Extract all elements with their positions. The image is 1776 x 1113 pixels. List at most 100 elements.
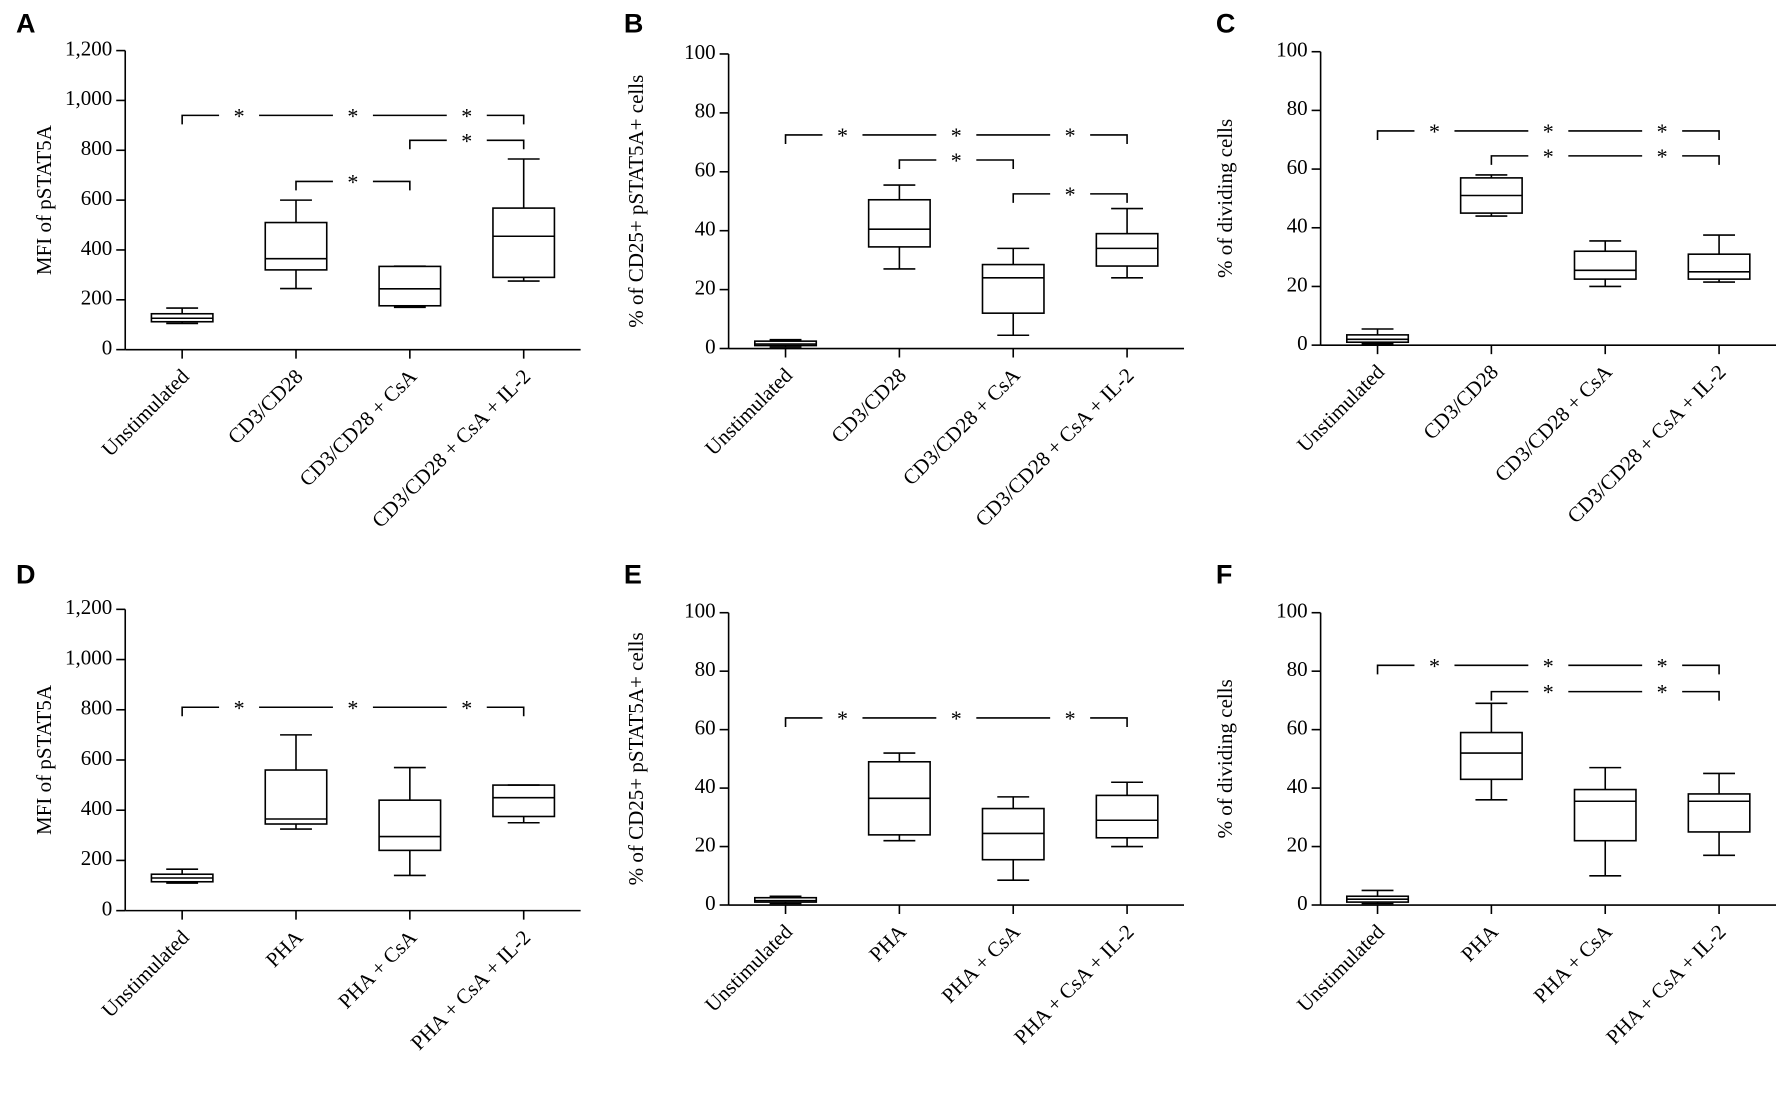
y-tick-label: 60 [695, 715, 716, 739]
box [1687, 793, 1751, 833]
y-tick-label: 0 [705, 891, 716, 915]
significance-star: * [951, 123, 962, 148]
box [1573, 788, 1637, 842]
x-tick-label: PHA + CsA [333, 925, 422, 1014]
significance-star: * [1543, 144, 1554, 169]
significance-star: * [461, 128, 472, 153]
x-tick-label: CD3/CD28 + CsA [295, 364, 422, 491]
box [1095, 794, 1159, 839]
x-tick-label: PHA + CsA [1529, 919, 1618, 1008]
y-tick-label: 20 [695, 832, 716, 856]
y-axis-label: MFI of pSTAT5A [32, 684, 56, 835]
y-tick-label: 20 [1287, 272, 1308, 296]
significance-star: * [837, 706, 848, 731]
y-axis-label: % of dividing cells [1213, 679, 1237, 838]
x-tick-label: Unstimulated [700, 919, 797, 1016]
panel-label: E [624, 559, 642, 589]
y-tick-label: 100 [684, 599, 716, 623]
y-tick-label: 800 [81, 696, 113, 720]
significance-bracket [181, 706, 525, 717]
significance-star: * [461, 695, 472, 720]
x-tick-label: CD3/CD28 [826, 363, 911, 448]
x-tick-label: PHA [864, 919, 911, 966]
y-tick-label: 1,000 [65, 645, 112, 669]
significance-bracket [1490, 690, 1720, 701]
y-axis-label: MFI of pSTAT5A [32, 124, 56, 275]
y-tick-label: 60 [1287, 155, 1308, 179]
panel: C % of dividing cells 0 20 40 60 80 100 Unstimul… [1213, 8, 1776, 528]
x-tick-label: CD3/CD28 [223, 364, 308, 449]
y-tick-label: 80 [1287, 657, 1308, 681]
y-tick-label: 0 [102, 896, 113, 920]
panel-label: D [16, 559, 36, 589]
x-tick-label: CD3/CD28 [1418, 360, 1503, 445]
panel-label: B [624, 8, 644, 38]
panel-label: F [1216, 559, 1233, 589]
significance-bracket [181, 114, 525, 125]
x-tick-label: Unstimulated [700, 363, 797, 460]
y-tick-label: 400 [81, 796, 113, 820]
box [1095, 232, 1159, 267]
y-tick-label: 40 [695, 774, 716, 798]
significance-bracket [1376, 664, 1720, 675]
x-tick-label: PHA + CsA + IL-2 [1009, 920, 1138, 1049]
y-tick-label: 60 [695, 158, 716, 182]
significance-star: * [951, 148, 962, 173]
panel-label: A [16, 8, 36, 38]
significance-star: * [234, 695, 245, 720]
y-tick-label: 1,200 [65, 36, 112, 60]
significance-bracket [295, 180, 411, 191]
y-tick-label: 20 [695, 275, 716, 299]
y-axis-label: % of CD25+ pSTAT5A+ cells [624, 75, 648, 328]
significance-star: * [1657, 680, 1668, 705]
y-axis-label: % of CD25+ pSTAT5A+ cells [624, 632, 648, 885]
y-tick-label: 1,000 [65, 86, 112, 110]
x-tick-label: PHA [261, 925, 308, 972]
y-tick-label: 400 [81, 236, 113, 260]
significance-star: * [461, 103, 472, 128]
y-tick-label: 80 [1287, 96, 1308, 120]
box [867, 198, 931, 248]
x-tick-label: PHA + CsA + IL-2 [1601, 920, 1730, 1049]
y-tick-label: 40 [695, 217, 716, 241]
x-tick-label: Unstimulated [1292, 919, 1389, 1016]
y-tick-label: 600 [81, 186, 113, 210]
significance-star: * [347, 169, 358, 194]
y-tick-label: 0 [1297, 891, 1308, 915]
y-tick-label: 20 [1287, 832, 1308, 856]
box [981, 263, 1045, 314]
significance-bracket [1490, 155, 1720, 165]
y-tick-label: 200 [81, 846, 113, 870]
y-tick-label: 0 [1297, 331, 1308, 355]
significance-bracket [1012, 193, 1128, 203]
x-tick-label: CD3/CD28 + CsA [898, 362, 1025, 489]
y-tick-label: 100 [1276, 599, 1308, 623]
y-tick-label: 600 [81, 746, 113, 770]
y-tick-label: 0 [102, 335, 113, 359]
y-axis-label: % of dividing cells [1213, 119, 1237, 278]
x-tick-label: PHA [1456, 919, 1503, 966]
y-tick-label: 40 [1287, 774, 1308, 798]
y-tick-label: 100 [684, 40, 716, 64]
significance-star: * [1657, 144, 1668, 169]
significance-star: * [234, 103, 245, 128]
significance-bracket [409, 139, 525, 150]
y-tick-label: 80 [695, 99, 716, 123]
significance-star: * [1065, 706, 1076, 731]
panel: B % of CD25+ pSTAT5A+ cells 0 20 40 60 80 100 Un… [624, 8, 1184, 531]
y-tick-label: 100 [1276, 38, 1308, 62]
panel: F % of dividing cells 0 20 40 60 80 100 Unstimul… [1213, 559, 1776, 1049]
significance-star: * [1429, 653, 1440, 678]
significance-star: * [1065, 123, 1076, 148]
y-tick-label: 0 [705, 334, 716, 358]
box [378, 799, 442, 852]
y-tick-label: 1,200 [65, 595, 112, 619]
box [492, 784, 556, 818]
panel: A MFI of pSTAT5A 0 200 400 600 800 1,000 1,200 Un… [16, 8, 581, 532]
significance-star: * [1543, 680, 1554, 705]
significance-star: * [347, 103, 358, 128]
panel: E % of CD25+ pSTAT5A+ cells 0 20 40 60 80 100 Un… [624, 559, 1184, 1049]
x-tick-label: PHA + CsA [937, 919, 1026, 1008]
box [264, 221, 328, 271]
x-tick-label: CD3/CD28 + CsA [1490, 359, 1617, 486]
